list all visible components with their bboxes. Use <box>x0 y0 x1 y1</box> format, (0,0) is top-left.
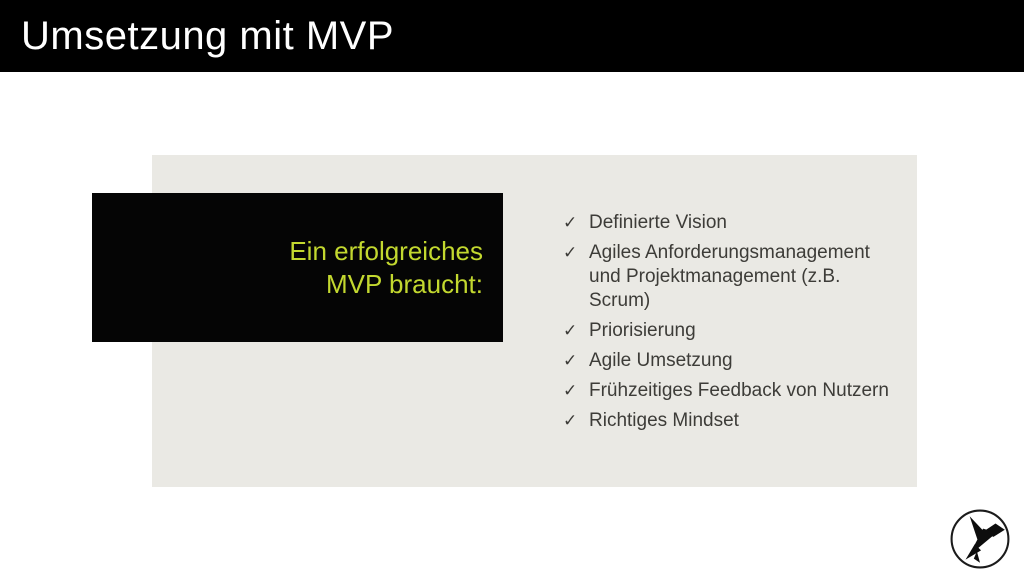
slide-header-bar: Umsetzung mit MVP <box>0 0 1024 72</box>
check-icon: ✓ <box>563 351 578 370</box>
checklist-item: ✓ Priorisierung <box>563 319 897 343</box>
check-icon: ✓ <box>563 321 578 340</box>
slide-title: Umsetzung mit MVP <box>21 13 395 58</box>
highlight-box: Ein erfolgreiches MVP braucht: <box>92 193 503 342</box>
checklist-item: ✓ Richtiges Mindset <box>563 409 897 433</box>
highlight-text: Ein erfolgreiches MVP braucht: <box>289 235 483 299</box>
checklist: ✓ Definierte Vision ✓ Agiles Anforderung… <box>563 211 897 439</box>
checklist-item: ✓ Frühzeitiges Feedback von Nutzern <box>563 379 897 403</box>
checklist-item-label: Definierte Vision <box>589 212 728 233</box>
bird-logo-icon <box>950 509 1010 569</box>
bird-logo <box>949 508 1011 570</box>
checklist-item: ✓ Definierte Vision <box>563 211 897 235</box>
checklist-item-label: Richtiges Mindset <box>589 410 739 431</box>
checklist-item: ✓ Agile Umsetzung <box>563 349 897 373</box>
check-icon: ✓ <box>563 411 578 430</box>
checklist-item: ✓ Agiles Anforderungsmanagement und Proj… <box>563 241 897 313</box>
checklist-item-label: Agiles Anforderungsmanagement und Projek… <box>589 242 870 311</box>
checklist-item-label: Agile Umsetzung <box>589 350 733 371</box>
check-icon: ✓ <box>563 381 578 400</box>
check-icon: ✓ <box>563 213 578 232</box>
checklist-item-label: Frühzeitiges Feedback von Nutzern <box>589 380 889 401</box>
checklist-item-label: Priorisierung <box>589 320 696 341</box>
check-icon: ✓ <box>563 243 578 262</box>
